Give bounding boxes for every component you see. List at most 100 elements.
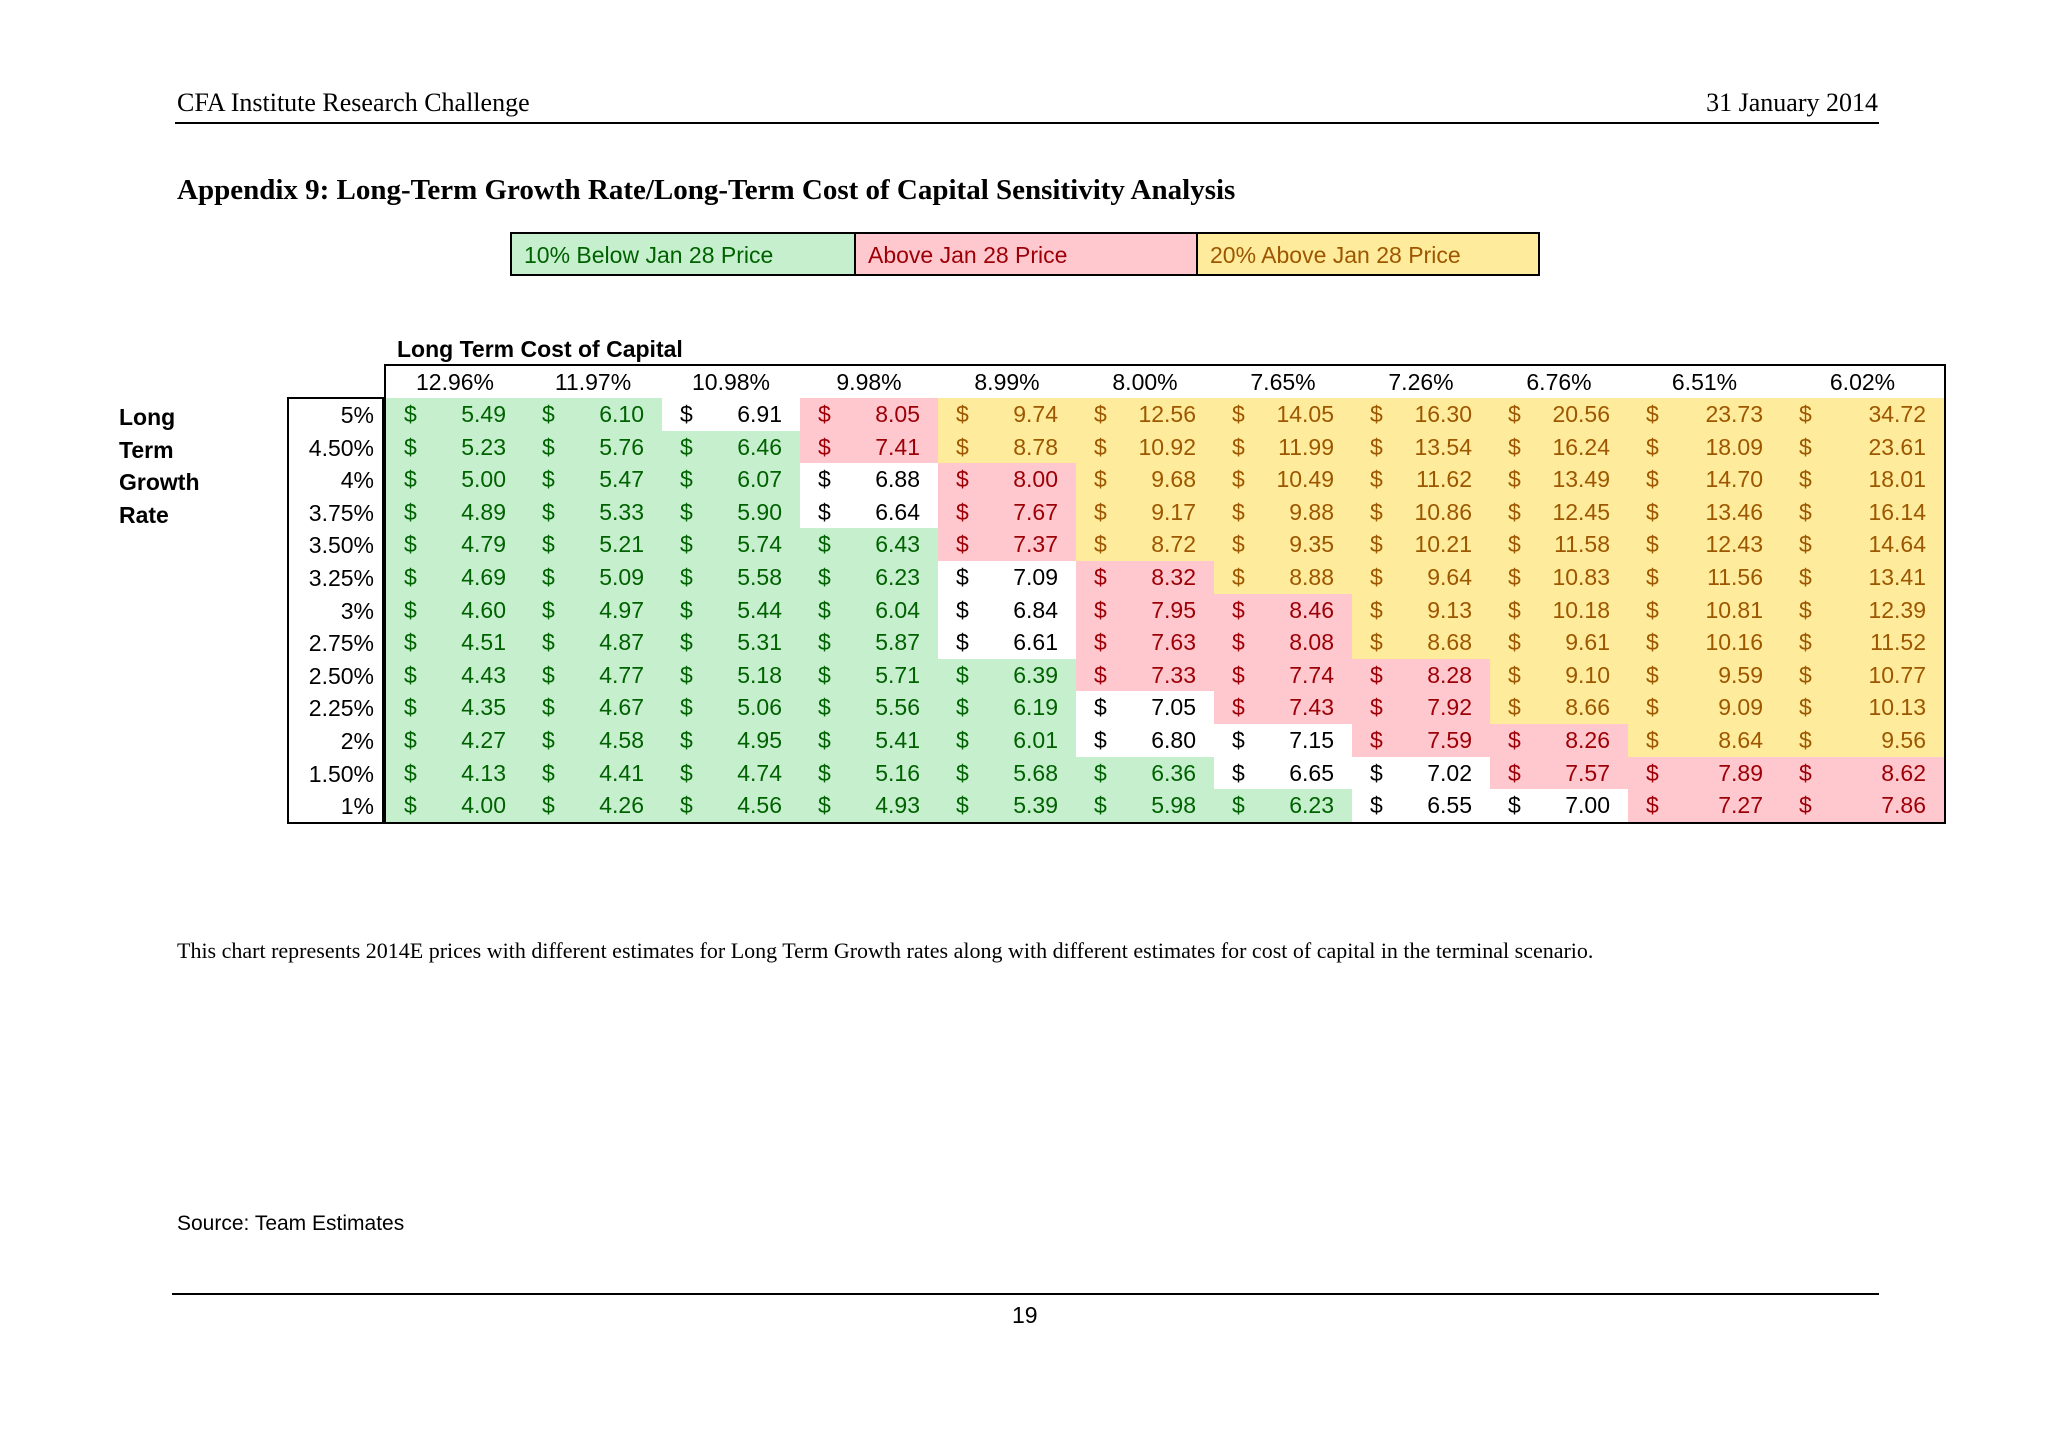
price-value: 5.39 — [1013, 792, 1058, 819]
table-cell: $11.58 — [1490, 528, 1628, 561]
table-cell: $7.41 — [800, 430, 938, 464]
table-cell: $4.43 — [386, 658, 524, 692]
currency-symbol: $ — [818, 759, 831, 786]
price-value: 4.00 — [461, 792, 506, 819]
table-row: $4.00 $4.26 $4.56 $4.93 $5.39 $5.98 $6.23 $6.55… — [386, 789, 1944, 822]
price-value: 6.64 — [875, 498, 920, 525]
price-value: 8.26 — [1565, 726, 1610, 753]
price-value: 5.18 — [737, 661, 782, 688]
price-value: 23.61 — [1868, 433, 1926, 460]
currency-symbol: $ — [680, 498, 693, 525]
currency-symbol: $ — [1646, 726, 1659, 753]
table-cell: $13.46 — [1628, 495, 1781, 529]
currency-symbol: $ — [818, 401, 831, 427]
table-cell: $5.33 — [524, 495, 662, 529]
table-cell: $6.19 — [938, 691, 1076, 724]
price-value: 13.49 — [1552, 466, 1610, 493]
currency-symbol: $ — [1508, 759, 1521, 786]
table-cell: $7.86 — [1781, 789, 1944, 822]
table-cell: $4.27 — [386, 723, 524, 757]
table-cell: $14.70 — [1628, 463, 1781, 496]
currency-symbol: $ — [1646, 531, 1659, 558]
footer-rule — [172, 1293, 1879, 1295]
table-cell: $8.28 — [1352, 658, 1490, 692]
table-cell: $7.09 — [938, 560, 1076, 594]
price-value: 8.28 — [1427, 661, 1472, 688]
row-header-cell: 2.25% — [308, 695, 374, 722]
table-cell: $9.88 — [1214, 495, 1352, 529]
currency-symbol: $ — [1799, 661, 1812, 688]
currency-symbol: $ — [1799, 498, 1812, 525]
price-value: 11.52 — [1870, 629, 1926, 656]
price-value: 20.56 — [1552, 401, 1610, 427]
table-cell: $5.06 — [662, 691, 800, 724]
currency-symbol: $ — [404, 792, 417, 819]
table-cell: $12.43 — [1628, 528, 1781, 561]
table-cell: $7.15 — [1214, 723, 1352, 757]
table-cell: $13.41 — [1781, 560, 1944, 594]
table-cell: $13.54 — [1352, 430, 1490, 464]
price-value: 5.21 — [599, 531, 644, 558]
column-header-cell: 8.99% — [974, 369, 1040, 395]
price-value: 10.81 — [1705, 596, 1763, 623]
table-cell: $4.97 — [524, 593, 662, 627]
table-cell: $4.67 — [524, 691, 662, 724]
price-value: 4.89 — [461, 498, 506, 525]
price-value: 4.58 — [599, 726, 644, 753]
table-cell: $6.23 — [800, 560, 938, 594]
table-cell: $8.66 — [1490, 691, 1628, 724]
table-cell: $8.88 — [1214, 560, 1352, 594]
currency-symbol: $ — [1646, 466, 1659, 493]
table-row: $4.89 $5.33 $5.90 $6.64 $7.67 $9.17 $9.88 $10.8… — [386, 495, 1944, 529]
currency-symbol: $ — [404, 629, 417, 656]
table-cell: $9.61 — [1490, 626, 1628, 659]
currency-symbol: $ — [1508, 596, 1521, 623]
currency-symbol: $ — [956, 498, 969, 525]
table-cell: $12.39 — [1781, 593, 1944, 627]
currency-symbol: $ — [1508, 694, 1521, 721]
column-header-cell: 6.51% — [1671, 369, 1738, 395]
row-header-cell: 3% — [340, 597, 374, 624]
currency-symbol: $ — [404, 726, 417, 753]
row-header-cell: 1% — [340, 793, 374, 820]
currency-symbol: $ — [1646, 759, 1659, 786]
price-value: 10.83 — [1552, 563, 1610, 590]
table-cell: $10.83 — [1490, 560, 1628, 594]
row-axis-label-line: Long — [119, 404, 176, 430]
price-value: 12.45 — [1552, 498, 1610, 525]
table-cell: $4.51 — [386, 626, 524, 659]
currency-symbol: $ — [818, 661, 831, 688]
price-value: 8.62 — [1881, 759, 1926, 786]
currency-symbol: $ — [1232, 694, 1245, 721]
price-value: 10.18 — [1552, 596, 1610, 623]
table-cell: $6.43 — [800, 528, 938, 561]
table-cell: $9.59 — [1628, 658, 1781, 692]
table-cell: $12.45 — [1490, 495, 1628, 529]
table-cell: $4.13 — [386, 756, 524, 790]
currency-symbol: $ — [956, 433, 969, 460]
table-cell: $7.27 — [1628, 789, 1781, 822]
price-value: 5.58 — [737, 563, 782, 590]
price-value: 16.24 — [1552, 433, 1610, 460]
price-value: 9.13 — [1427, 596, 1472, 623]
price-value: 16.14 — [1868, 498, 1926, 525]
column-header-cell: 12.96% — [415, 369, 495, 395]
price-value: 5.09 — [599, 563, 644, 590]
price-value: 6.04 — [875, 596, 920, 623]
price-value: 8.05 — [875, 401, 920, 427]
table-cell: $4.35 — [386, 691, 524, 724]
table-caption: This chart represents 2014E prices with … — [177, 938, 1594, 963]
row-header-cell: 1.50% — [308, 760, 374, 787]
price-value: 5.90 — [737, 498, 782, 525]
table-cell: $6.65 — [1214, 756, 1352, 790]
currency-symbol: $ — [1799, 759, 1812, 786]
table-row: $4.69 $5.09 $5.58 $6.23 $7.09 $8.32 $8.88 $9.64… — [386, 560, 1944, 594]
currency-symbol: $ — [542, 531, 555, 558]
currency-symbol: $ — [818, 726, 831, 753]
table-cell: $5.39 — [938, 789, 1076, 822]
currency-symbol: $ — [1646, 596, 1659, 623]
currency-symbol: $ — [404, 596, 417, 623]
table-cell: $5.71 — [800, 658, 938, 692]
currency-symbol: $ — [1370, 466, 1383, 493]
table-cell: $5.98 — [1076, 789, 1214, 822]
